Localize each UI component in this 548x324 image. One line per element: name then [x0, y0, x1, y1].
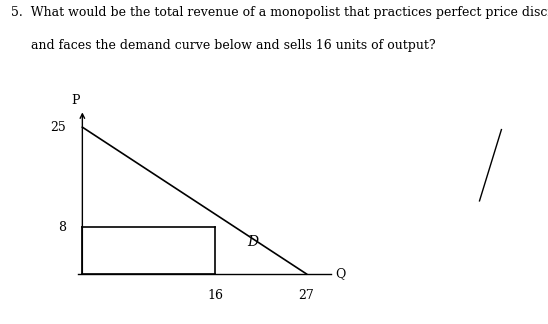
- Text: 27: 27: [299, 289, 315, 302]
- Text: 25: 25: [50, 121, 66, 134]
- Text: D: D: [247, 235, 258, 249]
- Text: and faces the demand curve below and sells 16 units of output?: and faces the demand curve below and sel…: [11, 39, 436, 52]
- Text: 16: 16: [207, 289, 223, 302]
- Text: P: P: [71, 94, 80, 107]
- Text: Q: Q: [335, 268, 346, 281]
- Text: 5.  What would be the total revenue of a monopolist that practices perfect price: 5. What would be the total revenue of a …: [11, 6, 548, 19]
- Text: 8: 8: [58, 221, 66, 234]
